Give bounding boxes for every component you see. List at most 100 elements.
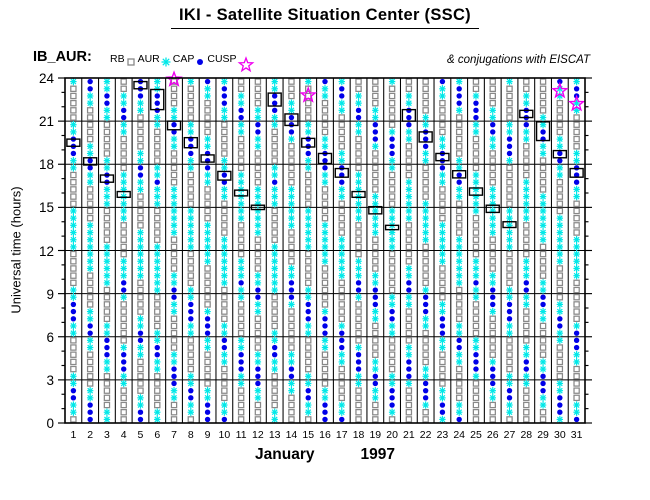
aur-marker	[288, 99, 295, 107]
aur-marker	[70, 236, 77, 244]
aur-marker	[254, 394, 262, 402]
day-column-markers	[506, 77, 513, 423]
rb-marker	[288, 229, 295, 236]
rb-marker	[455, 135, 463, 143]
aur-marker	[556, 221, 564, 230]
rb-marker	[472, 243, 480, 251]
aur-marker	[305, 379, 312, 388]
rb-marker	[187, 114, 195, 121]
rb-marker	[237, 308, 245, 315]
aur-marker	[86, 142, 94, 150]
cap-marker	[573, 86, 580, 92]
rb-marker	[539, 186, 547, 193]
rb-marker	[70, 250, 77, 258]
cap-marker	[540, 129, 546, 135]
cap-marker	[204, 165, 211, 171]
legend-item-aur-label: AUR	[137, 53, 160, 65]
x-axis-caption: January 1997	[65, 446, 585, 464]
rb-marker	[355, 387, 362, 394]
rb-marker	[103, 286, 111, 294]
rb-marker	[221, 229, 228, 236]
x-tick-label: 12	[252, 429, 264, 441]
aur-marker	[120, 171, 127, 179]
rb-marker	[271, 207, 278, 215]
eiscat-box	[368, 205, 383, 215]
rb-marker	[455, 301, 463, 308]
cap-marker	[204, 78, 211, 85]
cap-marker	[221, 416, 228, 423]
rb-marker	[506, 351, 513, 358]
rb-marker	[405, 322, 413, 330]
rb-marker	[70, 272, 77, 279]
rb-marker	[388, 351, 396, 358]
cap-marker	[221, 179, 228, 185]
aur-marker	[254, 358, 262, 366]
aur-marker	[523, 178, 530, 186]
rb-marker	[472, 143, 480, 150]
aur-marker	[154, 408, 161, 416]
rb-marker	[237, 78, 245, 85]
eiscat-box	[418, 131, 433, 143]
rb-marker	[254, 99, 262, 107]
aur-marker	[70, 286, 77, 294]
cap-marker	[473, 280, 479, 286]
aur-marker	[321, 135, 329, 143]
aur-marker	[405, 351, 413, 359]
aur-marker	[338, 250, 345, 258]
aur-marker	[506, 121, 513, 129]
rb-marker	[388, 279, 396, 287]
aur-marker	[556, 135, 564, 143]
rb-marker	[573, 380, 580, 387]
aur-marker	[472, 192, 480, 201]
legend-item-cusp: CUSP	[207, 53, 255, 73]
rb-marker	[439, 114, 446, 121]
cap-marker	[104, 337, 110, 344]
rb-marker	[523, 236, 530, 243]
aur-marker	[137, 394, 144, 402]
cap-marker	[422, 395, 429, 401]
rb-marker	[556, 107, 564, 114]
cap-marker	[271, 93, 278, 99]
rb-marker	[388, 107, 396, 114]
rb-marker	[187, 258, 195, 265]
rb-marker	[271, 128, 278, 136]
rb-marker	[187, 193, 195, 200]
x-tick-label: 19	[369, 429, 382, 441]
x-tick-label: 16	[319, 429, 331, 441]
rb-marker	[489, 265, 496, 272]
aur-marker	[154, 85, 161, 93]
rb-marker	[70, 279, 77, 287]
aur-marker	[539, 286, 547, 294]
rb-marker	[86, 135, 94, 143]
aur-marker	[556, 257, 564, 265]
cap-marker	[322, 157, 328, 164]
aur-marker	[506, 286, 513, 294]
aur-marker	[422, 121, 429, 129]
aur-marker	[573, 99, 580, 107]
rb-marker	[305, 171, 312, 179]
rb-marker	[355, 322, 362, 330]
aur-marker	[439, 394, 446, 402]
aur-marker	[271, 329, 278, 337]
day-column-markers	[439, 78, 446, 424]
rb-marker	[489, 164, 496, 172]
rb-marker	[204, 365, 211, 373]
aur-marker	[137, 343, 144, 352]
rb-marker	[523, 229, 530, 236]
aur-marker	[237, 336, 245, 345]
rb-marker	[321, 286, 329, 294]
cap-marker	[422, 136, 429, 142]
aur-marker	[539, 401, 547, 409]
aur-marker	[539, 214, 547, 222]
rb-marker	[573, 308, 580, 315]
aur-marker	[523, 372, 530, 380]
rb-marker	[103, 387, 111, 394]
rb-marker	[372, 401, 379, 409]
cap-marker	[456, 93, 462, 99]
rb-marker	[573, 121, 580, 128]
rb-marker	[489, 157, 496, 164]
cap-marker	[406, 107, 412, 114]
rb-marker	[154, 135, 161, 143]
aur-marker	[506, 214, 513, 222]
